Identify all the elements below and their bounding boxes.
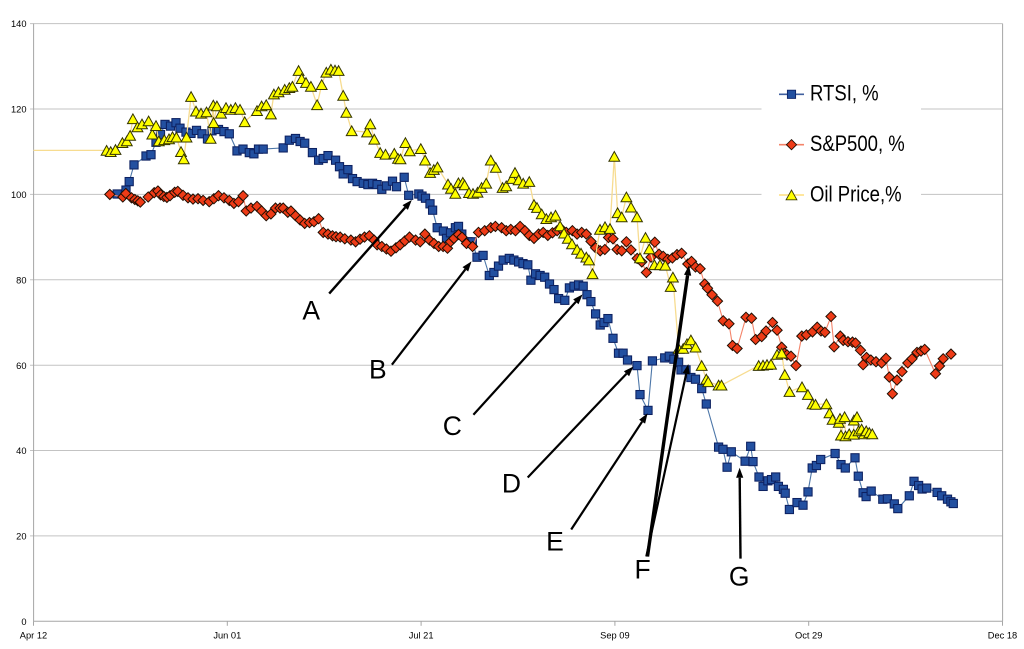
- svg-text:RTSI, %: RTSI, %: [810, 82, 879, 106]
- svg-text:Oct 29: Oct 29: [795, 631, 822, 641]
- svg-text:Oil Price,%: Oil Price,%: [810, 183, 902, 207]
- svg-text:Jul 21: Jul 21: [409, 631, 434, 641]
- svg-text:0: 0: [21, 617, 26, 627]
- svg-text:D: D: [502, 469, 521, 499]
- svg-text:100: 100: [11, 190, 27, 200]
- svg-text:Jun 01: Jun 01: [213, 631, 241, 641]
- svg-text:140: 140: [11, 19, 27, 29]
- svg-text:80: 80: [16, 275, 26, 285]
- svg-text:Apr 12: Apr 12: [20, 631, 47, 641]
- svg-text:40: 40: [16, 446, 26, 456]
- svg-text:20: 20: [16, 532, 26, 542]
- svg-text:A: A: [302, 296, 320, 326]
- svg-text:60: 60: [16, 361, 26, 371]
- svg-text:G: G: [729, 561, 750, 591]
- svg-text:120: 120: [11, 105, 27, 115]
- svg-text:Dec 18: Dec 18: [988, 631, 1017, 641]
- svg-text:S&P500, %: S&P500, %: [810, 133, 905, 157]
- svg-text:F: F: [635, 554, 651, 584]
- svg-text:E: E: [546, 526, 564, 556]
- svg-text:Sep 09: Sep 09: [600, 631, 629, 641]
- svg-text:C: C: [443, 411, 462, 441]
- svg-text:B: B: [369, 355, 387, 385]
